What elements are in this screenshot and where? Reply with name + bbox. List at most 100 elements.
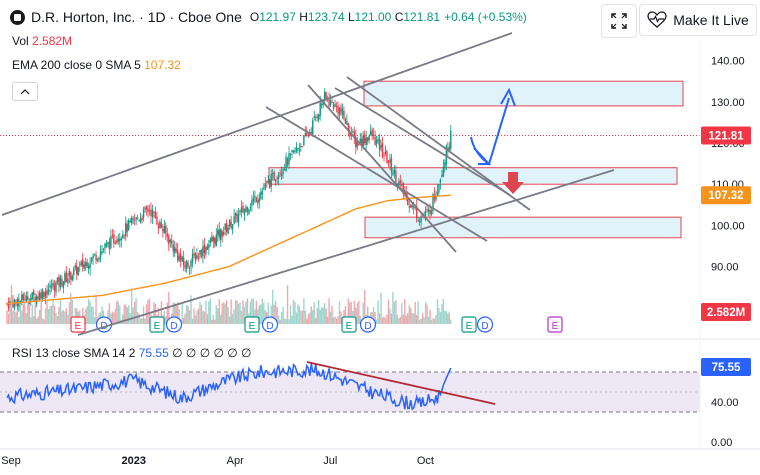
collapse-legend-button[interactable] [12, 82, 38, 101]
candle-body [271, 173, 274, 175]
candle-body [444, 162, 446, 169]
candle-body [188, 267, 191, 269]
volume-bar [53, 305, 56, 324]
volume-bar [242, 300, 244, 324]
volume-bar [233, 309, 235, 324]
ohlc-h-label: H [299, 10, 308, 24]
volume-bar [320, 307, 323, 324]
volume-bar [355, 307, 357, 324]
candle-body [217, 229, 219, 236]
make-it-live-button[interactable]: Make It Live [639, 4, 757, 36]
volume-bar [401, 303, 403, 324]
candle-body [31, 292, 33, 300]
price-tick-label: 130.00 [711, 97, 745, 109]
candle-body [185, 261, 188, 269]
fullscreen-button[interactable] [601, 4, 637, 38]
volume-bar [206, 314, 209, 324]
price-change: +0.64 (+0.53%) [444, 10, 527, 24]
volume-bar [303, 298, 305, 324]
candle-body [380, 144, 382, 149]
candle-body [133, 219, 136, 221]
earnings-marker-letter: E [75, 321, 82, 332]
candle-body [343, 111, 345, 119]
candle-body [386, 151, 388, 163]
candle-body [294, 150, 296, 153]
candle-body [242, 205, 244, 213]
drawing-layer [1, 32, 615, 336]
candle-body [246, 207, 249, 213]
candle-body [110, 236, 112, 248]
volume-bar [139, 318, 142, 324]
candle-body [139, 217, 142, 223]
volume-bar [128, 305, 130, 324]
candle-body [307, 134, 310, 136]
volume-bar [43, 319, 45, 324]
candle-body [325, 92, 327, 99]
volume-legend[interactable]: Vol 2.582M [12, 34, 72, 48]
volume-bar [421, 312, 424, 324]
volume-bar [450, 319, 452, 324]
volume-bar [9, 305, 11, 324]
volume-bar [55, 313, 57, 324]
ema-200-line [6, 194, 451, 305]
volume-bar [424, 302, 427, 324]
volume-bar [441, 304, 443, 324]
volume-bar [407, 312, 409, 324]
earnings-dividend-marker: D [476, 316, 494, 333]
ema-legend[interactable]: EMA 200 close 0 SMA 5 107.32 [12, 58, 181, 72]
ohlc-c-value: 121.81 [403, 10, 441, 24]
candle-body [62, 281, 65, 288]
volume-bar [383, 316, 385, 324]
volume-bar [119, 305, 121, 324]
volume-bar [89, 301, 91, 324]
volume-bar [138, 313, 140, 324]
volume-bar [74, 307, 76, 324]
last-price-label: 121.81 [708, 131, 744, 143]
volume-bar [84, 309, 87, 324]
volume-bar [350, 301, 353, 324]
volume-bar [402, 314, 405, 324]
candle-body [86, 262, 88, 268]
volume-bar [87, 298, 90, 324]
candle-body [116, 240, 118, 243]
volume-bar [237, 303, 240, 324]
candle-body [163, 225, 166, 234]
ema-legend-value: 107.32 [144, 58, 181, 72]
candle-body [49, 284, 51, 288]
candle-body [240, 207, 243, 212]
volume-bar [338, 301, 341, 324]
earnings-dividend-marker: E [461, 316, 477, 333]
volume-bar [111, 311, 114, 324]
ohlc-c-label: C [394, 10, 404, 24]
volume-bar [326, 316, 329, 324]
candle-body [212, 236, 215, 242]
candle-body [230, 221, 232, 228]
candle-body [81, 259, 84, 268]
volume-bar [295, 312, 298, 324]
volume-bar [194, 315, 197, 324]
candle-body [375, 139, 378, 144]
volume-bar [445, 310, 448, 324]
volume-bar [126, 307, 128, 324]
volume-bar [211, 319, 213, 324]
candle-body [117, 238, 120, 242]
candle-body [156, 216, 158, 225]
candle-body [323, 92, 326, 100]
volume-bar [13, 310, 16, 324]
candle-body [429, 209, 431, 215]
candle-body [193, 252, 195, 256]
volume-bar [56, 315, 59, 324]
ohlc-values: O121.97 H123.74 L121.00 C121.81 [250, 10, 440, 24]
earnings-dividend-marker: D [165, 316, 183, 333]
rsi-legend[interactable]: RSI 13 close SMA 14 2 75.55 ∅ ∅ ∅ ∅ ∅ ∅ [12, 346, 252, 360]
candle-body [169, 239, 171, 243]
candle-body [89, 263, 91, 269]
volume-bar [398, 318, 400, 324]
earnings-marker-letter: E [466, 321, 473, 332]
candle-body [251, 200, 253, 206]
earnings-marker-letter: E [154, 321, 161, 332]
volume-bar [34, 301, 36, 324]
candle-body [33, 290, 35, 295]
volume-bar [396, 314, 399, 324]
